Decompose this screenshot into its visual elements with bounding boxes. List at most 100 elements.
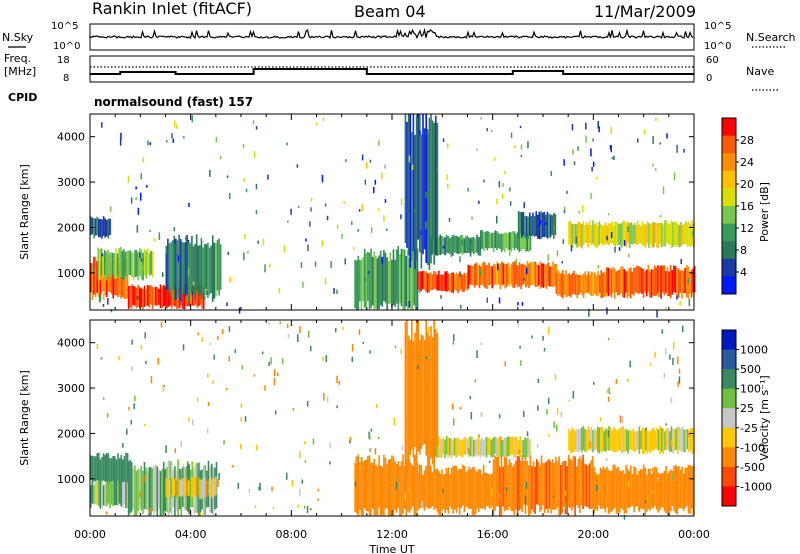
heatmap-speck [467, 187, 469, 192]
heatmap-cell [631, 271, 634, 295]
heatmap-cell [628, 268, 630, 297]
heatmap-speck [645, 427, 647, 431]
heatmap-cell [176, 240, 179, 294]
heatmap-speck [361, 204, 363, 212]
power-ylabel: Slant Range [km] [18, 164, 31, 260]
heatmap-cell [585, 464, 588, 507]
heatmap-cell [462, 464, 464, 506]
heatmap-cell [423, 128, 426, 250]
heatmap-cell [545, 264, 548, 289]
heatmap-cell [126, 482, 129, 508]
heatmap-cell [518, 230, 521, 253]
heatmap-speck [611, 157, 614, 160]
heatmap-cell [584, 428, 586, 452]
heatmap-cell [176, 478, 179, 497]
heatmap-cell [153, 287, 155, 306]
heatmap-speck [267, 174, 269, 180]
heatmap-speck [561, 261, 563, 264]
heatmap-speck [519, 345, 521, 349]
heatmap-cell [137, 469, 139, 512]
heatmap-cell [189, 477, 192, 496]
heatmap-cell [505, 263, 508, 288]
heatmap-cell [147, 248, 149, 275]
heatmap-cell [528, 263, 530, 288]
heatmap-cell [650, 474, 653, 508]
heatmap-cell [632, 224, 634, 245]
heatmap-cell [98, 452, 100, 481]
heatmap-cell [692, 268, 694, 297]
heatmap-cell [397, 461, 400, 508]
heatmap-cell [589, 220, 591, 243]
heatmap-cell [417, 473, 419, 511]
heatmap-cell [636, 474, 639, 506]
heatmap-cell [433, 122, 435, 265]
heatmap-speck [425, 384, 427, 388]
heatmap-cell [491, 266, 494, 289]
heatmap-cell [407, 462, 409, 512]
heatmap-speck [336, 405, 338, 409]
colorbar-tick-label: -500 [740, 461, 765, 474]
heatmap-cell [411, 320, 413, 450]
heatmap-speck [408, 301, 411, 308]
heatmap-speck [408, 155, 411, 163]
heatmap-cell [642, 464, 645, 509]
heatmap-cell [571, 223, 573, 248]
heatmap-cell [476, 234, 478, 253]
heatmap-speck [394, 345, 397, 349]
heatmap-cell [208, 478, 211, 497]
heatmap-speck [451, 403, 454, 410]
heatmap-speck [222, 329, 224, 335]
heatmap-cell [524, 437, 526, 458]
heatmap-cell [470, 265, 473, 285]
heatmap-speck [307, 244, 309, 252]
heatmap-speck [146, 185, 148, 188]
heatmap-speck [379, 475, 382, 484]
heatmap-cell [457, 274, 459, 294]
heatmap-speck [147, 140, 149, 146]
heatmap-speck [680, 258, 682, 265]
heatmap-cell [591, 456, 594, 509]
heatmap-speck [491, 488, 493, 497]
heatmap-cell [202, 285, 205, 310]
heatmap-cell [139, 248, 141, 276]
heatmap-cell [687, 464, 690, 514]
heatmap-cell [208, 247, 211, 295]
heatmap-speck [661, 329, 663, 334]
heatmap-cell [579, 274, 582, 293]
heatmap-cell [112, 261, 114, 299]
heatmap-cell [630, 465, 632, 507]
heatmap-cell [135, 250, 138, 277]
heatmap-speck [629, 360, 631, 368]
heatmap-cell [197, 245, 200, 295]
y-tick-label: 2000 [57, 221, 85, 234]
heatmap-cell [381, 257, 384, 307]
heatmap-cell [602, 272, 604, 298]
heatmap-cell [569, 458, 572, 509]
heatmap-cell [531, 262, 534, 286]
heatmap-cell [91, 455, 94, 487]
heatmap-speck [297, 205, 300, 208]
heatmap-cell [510, 232, 513, 252]
heatmap-cell [553, 212, 555, 239]
heatmap-cell [431, 120, 434, 240]
heatmap-cell [566, 466, 568, 515]
heatmap-cell [433, 320, 435, 474]
heatmap-speck [440, 295, 442, 299]
heatmap-speck [619, 474, 622, 482]
heatmap-cell [659, 426, 661, 455]
heatmap-cell [483, 232, 485, 252]
heatmap-speck [107, 298, 109, 305]
heatmap-cell [184, 478, 187, 496]
heatmap-speck [226, 302, 228, 306]
heatmap-cell [392, 249, 395, 305]
heatmap-speck [542, 335, 544, 341]
heatmap-cell [218, 238, 220, 296]
heatmap-cell [496, 261, 498, 285]
heatmap-cell [381, 466, 384, 515]
heatmap-cell [664, 431, 666, 451]
heatmap-cell [474, 238, 477, 253]
heatmap-cell [419, 114, 421, 253]
heatmap-cell [499, 263, 502, 290]
heatmap-speck [241, 365, 243, 370]
heatmap-cell [558, 272, 561, 295]
